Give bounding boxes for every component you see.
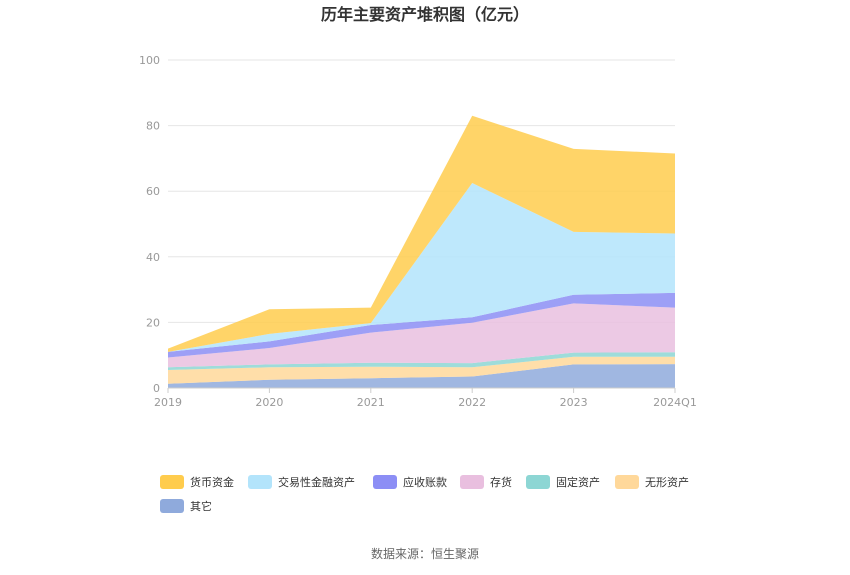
legend-swatch <box>248 475 272 489</box>
y-tick-label: 80 <box>146 120 160 133</box>
legend-label: 交易性金融资产 <box>278 475 355 489</box>
area-series-2 <box>168 352 675 370</box>
area-series-0 <box>168 364 675 388</box>
x-tick-label: 2020 <box>255 396 283 409</box>
chart-title: 历年主要资产堆积图（亿元） <box>321 5 529 24</box>
data-source-note: 数据来源：恒生聚源 <box>371 546 479 561</box>
y-tick-label: 20 <box>146 316 160 329</box>
legend-label: 其它 <box>190 499 212 513</box>
area-series-4 <box>168 292 675 358</box>
area-series-5 <box>168 183 675 352</box>
x-tick-label: 2022 <box>458 396 486 409</box>
legend-swatch <box>160 475 184 489</box>
legend-swatch <box>160 499 184 513</box>
legend-label: 存货 <box>490 475 512 489</box>
legend-label: 货币资金 <box>190 475 234 489</box>
legend-label: 固定资产 <box>556 475 600 489</box>
area-series-1 <box>168 356 675 384</box>
axes: 0 20 40 60 80 100 2019 2020 2021 2022 2023 2024Q1 <box>139 54 697 409</box>
legend-swatch <box>615 475 639 489</box>
area-series-group <box>168 115 675 388</box>
legend-swatch <box>460 475 484 489</box>
y-tick-label: 40 <box>146 251 160 264</box>
x-tick-label: 2019 <box>154 396 182 409</box>
x-tick-label: 2024Q1 <box>653 396 697 409</box>
area-series-3 <box>168 303 675 368</box>
legend-swatch <box>373 475 397 489</box>
legend-label: 无形资产 <box>645 475 689 489</box>
y-tick-label: 100 <box>139 54 160 67</box>
legend-label: 应收账款 <box>403 475 447 489</box>
x-tick-label: 2023 <box>560 396 588 409</box>
legend-swatch <box>526 475 550 489</box>
area-series-6 <box>168 115 675 352</box>
y-tick-label: 60 <box>146 185 160 198</box>
y-tick-label: 0 <box>153 382 160 395</box>
x-tick-label: 2021 <box>357 396 385 409</box>
